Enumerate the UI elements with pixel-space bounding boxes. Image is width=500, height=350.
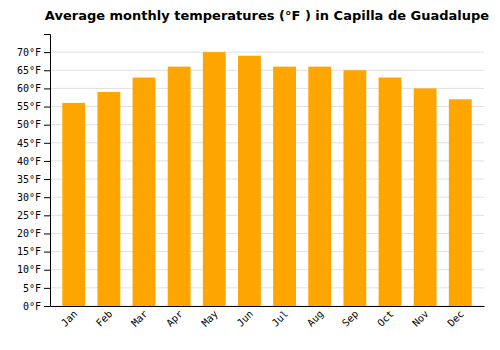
tick-label: Jun xyxy=(235,308,256,329)
tick: 45°F xyxy=(17,138,50,149)
tick-label: Nov xyxy=(410,308,431,329)
tick-label: 35°F xyxy=(17,174,41,185)
tick-mark xyxy=(44,270,50,271)
bar xyxy=(133,78,156,306)
axis-line xyxy=(44,35,51,307)
tick-mark xyxy=(44,252,50,253)
tick: Jul xyxy=(270,308,291,329)
tick: Jan xyxy=(59,308,80,329)
tick-mark xyxy=(44,233,50,234)
tick: Nov xyxy=(410,308,431,329)
tick-mark xyxy=(44,52,50,53)
tick-label: 25°F xyxy=(17,210,41,221)
tick-label: 20°F xyxy=(17,228,41,239)
tick-label: 70°F xyxy=(17,47,41,58)
grid-line xyxy=(50,52,484,53)
tick-label: Dec xyxy=(445,308,466,329)
tick: Aug xyxy=(305,308,326,329)
axis-line xyxy=(51,306,485,307)
tick-label: 45°F xyxy=(17,138,41,149)
tick: Feb xyxy=(94,308,115,329)
tick: Dec xyxy=(445,308,466,329)
grid-line xyxy=(50,70,484,71)
tick: Apr xyxy=(164,308,185,329)
tick-label: 15°F xyxy=(17,246,41,257)
tick-mark xyxy=(44,88,50,89)
tick-label: Feb xyxy=(94,308,115,329)
tick-mark xyxy=(44,70,50,71)
tick: 35°F xyxy=(17,174,50,185)
bar xyxy=(273,67,296,306)
tick-label: 10°F xyxy=(17,264,41,275)
tick-label: Apr xyxy=(164,308,185,329)
tick-label: 55°F xyxy=(17,101,41,112)
tick-label: 0°F xyxy=(23,301,41,312)
tick: 0°F xyxy=(23,301,50,312)
bar xyxy=(308,67,331,306)
tick-label: 40°F xyxy=(17,156,41,167)
tick-label: May xyxy=(199,308,220,329)
bar xyxy=(343,70,366,306)
tick: 30°F xyxy=(17,192,50,203)
title: Average monthly temperatures (°F ) in Ca… xyxy=(45,8,490,23)
tick-label: 60°F xyxy=(17,83,41,94)
tick: Sep xyxy=(340,308,361,329)
tick-mark xyxy=(44,197,50,198)
tick-label: 65°F xyxy=(17,65,41,76)
tick: 25°F xyxy=(17,210,50,221)
tick: 40°F xyxy=(17,156,50,167)
bar xyxy=(168,67,191,306)
bar xyxy=(414,88,437,306)
tick-label: Jan xyxy=(59,308,80,329)
tick-label: 30°F xyxy=(17,192,41,203)
tick: 10°F xyxy=(17,264,50,275)
tick-mark xyxy=(44,107,50,108)
tick-label: Aug xyxy=(305,308,326,329)
tick-mark xyxy=(44,179,50,180)
tick: 60°F xyxy=(17,83,50,94)
tick: 65°F xyxy=(17,65,50,76)
tick-label: Jul xyxy=(270,308,291,329)
tick: Mar xyxy=(129,308,150,329)
tick: 15°F xyxy=(17,246,50,257)
bar xyxy=(238,56,261,306)
bars xyxy=(62,52,471,306)
x-axis: Jan Feb Mar Apr May Jun Jul Aug Sep Oct Nov Dec xyxy=(51,307,485,329)
tick-mark xyxy=(44,125,50,126)
tick-label: 50°F xyxy=(17,119,41,130)
tick-mark xyxy=(44,215,50,216)
tick-mark xyxy=(44,288,50,289)
bar xyxy=(203,52,226,306)
tick-label: 5°F xyxy=(23,283,41,294)
tick: May xyxy=(199,308,220,329)
chart: 0°F 5°F 10°F 15°F 20°F 25°F 30°F 35°F 40°F 45°F 50… xyxy=(0,0,500,350)
tick: Oct xyxy=(375,308,396,329)
tick-mark xyxy=(44,306,50,307)
tick-label: Oct xyxy=(375,308,396,329)
tick: 55°F xyxy=(17,101,50,112)
tick: 50°F xyxy=(17,119,50,130)
y-axis: 0°F 5°F 10°F 15°F 20°F 25°F 30°F 35°F 40°F 45°F 50… xyxy=(17,35,51,312)
tick: 5°F xyxy=(23,283,50,294)
tick: 70°F xyxy=(17,47,50,58)
bar xyxy=(97,92,120,306)
tick: 20°F xyxy=(17,228,50,239)
tick: Jun xyxy=(235,308,256,329)
grid xyxy=(50,52,484,306)
tick-mark xyxy=(44,161,50,162)
tick-mark xyxy=(44,143,50,144)
bar xyxy=(62,103,85,306)
tick-label: Mar xyxy=(129,308,150,329)
bar xyxy=(449,99,472,306)
plot: 0°F 5°F 10°F 15°F 20°F 25°F 30°F 35°F 40°F 45°F 50… xyxy=(17,35,485,329)
bar xyxy=(379,78,402,306)
tick-label: Sep xyxy=(340,308,361,329)
